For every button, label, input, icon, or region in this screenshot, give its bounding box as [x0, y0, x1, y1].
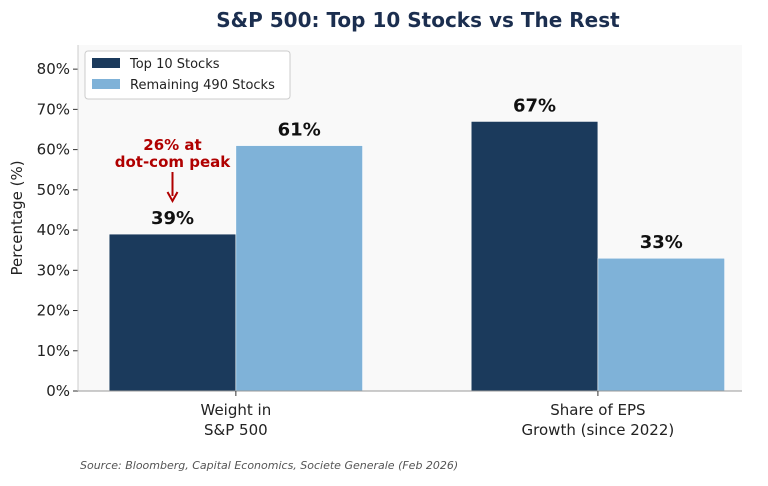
- bar-remaining490: [597, 257, 725, 392]
- data-label: 33%: [640, 232, 683, 253]
- x-tick-label: S&P 500: [204, 421, 268, 439]
- bar-top10: [470, 121, 599, 392]
- y-tick-label: 60%: [37, 141, 70, 159]
- annotation-text: dot-com peak: [115, 153, 232, 171]
- y-tick-label: 40%: [37, 221, 70, 239]
- data-label: 67%: [513, 95, 556, 116]
- y-tick-label: 0%: [46, 382, 70, 400]
- annotation-arrowhead: [166, 191, 179, 204]
- legend-box: [84, 50, 291, 100]
- y-tick-label: 20%: [37, 302, 70, 320]
- legend-swatch: [92, 79, 120, 89]
- legend-label: Top 10 Stocks: [129, 57, 220, 72]
- chart-title: S&P 500: Top 10 Stocks vs The Rest: [216, 8, 620, 32]
- bar-remaining490: [235, 145, 363, 392]
- y-axis-label: Percentage (%): [8, 160, 26, 275]
- x-tick-label: Share of EPS: [550, 401, 645, 419]
- data-label: 61%: [278, 120, 321, 141]
- x-tick-label: Growth (since 2022): [522, 421, 675, 439]
- bar-top10: [108, 233, 237, 392]
- y-tick-label: 80%: [37, 60, 70, 78]
- y-tick-label: 70%: [37, 100, 70, 118]
- data-label: 39%: [151, 208, 194, 229]
- legend-swatch: [92, 58, 120, 68]
- legend-label: Remaining 490 Stocks: [130, 78, 275, 93]
- x-tick-label: Weight in: [201, 401, 272, 419]
- y-tick-label: 10%: [37, 342, 70, 360]
- y-tick-label: 30%: [37, 261, 70, 279]
- annotation-text: 26% at: [143, 136, 201, 154]
- source-note: Source: Bloomberg, Capital Economics, So…: [80, 459, 458, 472]
- y-tick-label: 50%: [37, 181, 70, 199]
